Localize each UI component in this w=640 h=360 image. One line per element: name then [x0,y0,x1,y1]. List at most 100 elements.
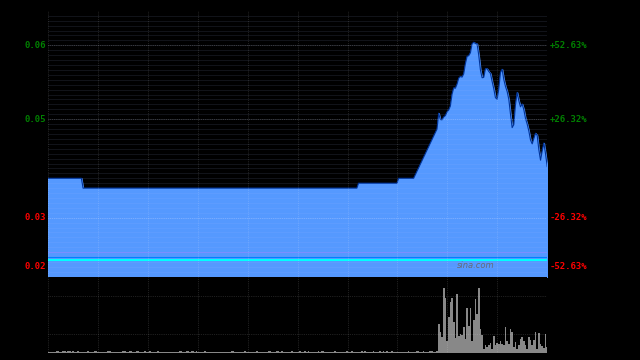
Bar [120,352,122,353]
Bar [95,351,97,353]
Bar [371,352,372,353]
Bar [538,333,540,353]
Bar [468,325,470,353]
Bar [326,352,328,353]
Bar [304,351,306,353]
Bar [506,341,508,353]
Bar [543,348,545,353]
Bar [134,352,136,353]
Bar [374,352,376,353]
Bar [296,352,298,353]
Bar [330,351,331,353]
Bar [389,352,391,353]
Bar [266,352,268,353]
Bar [492,350,493,353]
Bar [249,352,251,353]
Bar [333,352,334,353]
Bar [311,352,312,353]
Bar [471,341,473,353]
Bar [72,351,74,353]
Bar [194,352,196,353]
Bar [253,352,254,353]
Bar [406,352,408,353]
Bar [331,352,333,353]
Bar [448,316,449,353]
Bar [495,345,496,353]
Bar [271,352,273,353]
Bar [394,351,396,353]
Bar [227,352,229,353]
Bar [360,352,361,353]
Bar [376,352,378,353]
Bar [334,351,336,353]
Bar [262,352,264,353]
Bar [142,352,144,353]
Bar [383,351,385,353]
Bar [460,334,461,353]
Bar [82,352,84,353]
Bar [516,349,518,353]
Bar [440,332,441,353]
Bar [436,351,438,353]
Bar [388,352,389,353]
Bar [441,337,443,353]
Text: +26.32%: +26.32% [550,115,588,124]
Bar [156,352,157,353]
Bar [346,351,348,353]
Bar [404,352,406,353]
Bar [349,352,351,353]
Bar [237,352,239,353]
Bar [470,308,471,353]
Bar [61,352,62,353]
Bar [64,351,65,353]
Bar [114,352,116,353]
Bar [214,352,216,353]
Bar [523,341,525,353]
Bar [496,343,498,353]
Bar [424,352,426,353]
Bar [169,352,171,353]
Bar [226,352,227,353]
Bar [207,352,209,353]
Bar [393,352,394,353]
Bar [312,352,314,353]
Bar [449,302,451,353]
Bar [323,351,324,353]
Bar [188,351,189,353]
Bar [77,351,79,353]
Bar [65,352,67,353]
Bar [428,352,429,353]
Bar [204,351,206,353]
Bar [89,352,91,353]
Bar [531,346,533,353]
Bar [289,352,291,353]
Bar [300,351,301,353]
Bar [476,314,478,353]
Bar [317,351,319,353]
Bar [478,288,479,353]
Bar [146,352,147,353]
Bar [139,352,141,353]
Bar [443,288,445,353]
Bar [259,352,261,353]
Bar [319,352,321,353]
Bar [429,351,431,353]
Bar [180,351,182,353]
Bar [234,352,236,353]
Bar [493,336,495,353]
Bar [398,352,399,353]
Text: +52.63%: +52.63% [550,41,588,50]
Text: -52.63%: -52.63% [550,262,588,271]
Bar [291,351,292,353]
Bar [283,352,284,353]
Bar [341,352,342,353]
Bar [236,352,237,353]
Bar [533,339,534,353]
Text: 0.02: 0.02 [24,262,45,271]
Bar [127,352,129,353]
Bar [281,351,283,353]
Bar [144,351,146,353]
Bar [166,352,168,353]
Bar [52,352,54,353]
Bar [518,345,520,353]
